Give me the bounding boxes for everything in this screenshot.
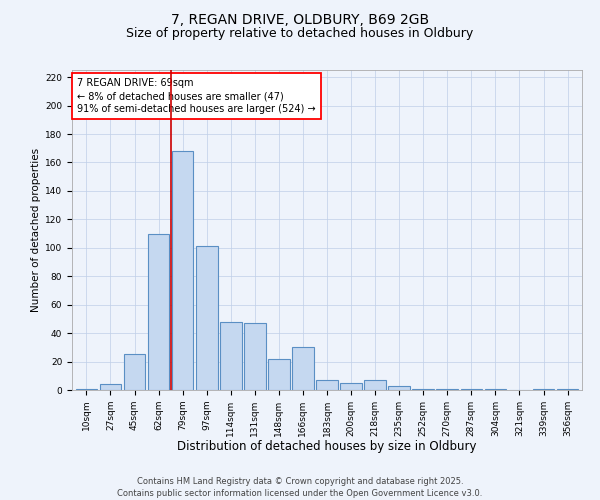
Bar [244, 323, 266, 390]
Bar [485, 388, 506, 390]
Bar [461, 388, 482, 390]
Text: 7, REGAN DRIVE, OLDBURY, B69 2GB: 7, REGAN DRIVE, OLDBURY, B69 2GB [171, 12, 429, 26]
Text: Size of property relative to detached houses in Oldbury: Size of property relative to detached ho… [127, 28, 473, 40]
Bar [436, 388, 458, 390]
Bar [100, 384, 121, 390]
Bar [340, 383, 362, 390]
Bar [292, 348, 314, 390]
Text: Contains HM Land Registry data © Crown copyright and database right 2025.
Contai: Contains HM Land Registry data © Crown c… [118, 476, 482, 498]
Bar [364, 380, 386, 390]
Bar [172, 151, 193, 390]
Bar [316, 380, 338, 390]
Bar [412, 388, 434, 390]
Y-axis label: Number of detached properties: Number of detached properties [31, 148, 41, 312]
Bar [196, 246, 218, 390]
Bar [148, 234, 169, 390]
Bar [533, 388, 554, 390]
Bar [388, 386, 410, 390]
Bar [76, 388, 97, 390]
X-axis label: Distribution of detached houses by size in Oldbury: Distribution of detached houses by size … [177, 440, 477, 454]
Bar [220, 322, 242, 390]
Bar [124, 354, 145, 390]
Bar [557, 388, 578, 390]
Text: 7 REGAN DRIVE: 69sqm
← 8% of detached houses are smaller (47)
91% of semi-detach: 7 REGAN DRIVE: 69sqm ← 8% of detached ho… [77, 78, 316, 114]
Bar [268, 358, 290, 390]
